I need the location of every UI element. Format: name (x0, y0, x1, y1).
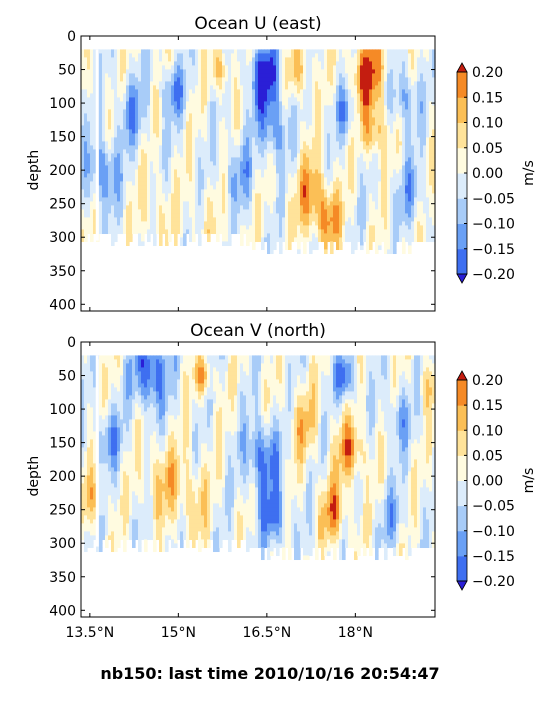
colorbar-segment (457, 97, 467, 123)
y-tick-label: 100 (49, 402, 76, 418)
x-tick-label: 18°N (338, 625, 373, 641)
panel-ocean-u: 0 50 100 150 200 250 300 350 400 Ocean U (east) de… (26, 14, 537, 313)
colorbar-segment (457, 455, 467, 481)
y-tick-label: 300 (49, 230, 76, 246)
colorbar-segment (457, 405, 467, 431)
figure-footer: nb150: last time 2010/10/16 20:54:47 (100, 664, 440, 683)
colorbar-tick-label: −0.10 (472, 524, 515, 540)
colorbar-tick-label: −0.15 (472, 242, 515, 258)
colorbar-tick-label: 0.00 (472, 474, 503, 490)
plot-frame (80, 35, 436, 312)
colorbar-tick-label: −0.10 (472, 217, 515, 233)
colorbar-segment (457, 380, 467, 406)
colorbar-label: m/s (521, 468, 537, 494)
x-tick-label: 16.5°N (243, 625, 292, 641)
y-tick-label: 250 (49, 503, 76, 519)
colorbar-segment (457, 72, 467, 98)
y-tick-label: 250 (49, 197, 76, 213)
colorbar-tick-label: −0.15 (472, 549, 515, 565)
y-tick-label: 400 (49, 603, 76, 619)
y-tick-label: 400 (49, 297, 76, 313)
x-tick-label: 13.5°N (66, 625, 115, 641)
colorbar-tick-label: 0.05 (472, 448, 503, 464)
colorbar-tick-label: 0.10 (472, 116, 503, 132)
y-tick-label: 150 (49, 436, 76, 452)
colorbar-extend-min (456, 580, 468, 591)
y-tick-label: 150 (49, 130, 76, 146)
colorbar-segment (457, 248, 467, 275)
colorbar-tick-label: 0.00 (472, 166, 503, 182)
colorbar-segment (457, 223, 467, 250)
colorbar-tick-label: 0.05 (472, 141, 503, 157)
colorbar-tick-label: 0.15 (472, 90, 503, 106)
y-axis-label: depth (26, 150, 42, 191)
y-tick-label: 350 (49, 264, 76, 280)
colorbar-segment (457, 505, 467, 532)
colorbar-segment (457, 530, 467, 557)
colorbar-segment (457, 198, 467, 224)
panel-title: Ocean V (north) (190, 321, 326, 341)
colorbar-extend-max (456, 370, 468, 381)
panel-ocean-v: 0 50 100 150 200 250 300 350 400 13.5°N 15°N 16.5°N… (26, 321, 537, 641)
y-tick-label: 300 (49, 536, 76, 552)
y-tick-label: 350 (49, 570, 76, 586)
colorbar-tick-label: −0.05 (472, 191, 515, 207)
heatmap-field (81, 49, 436, 255)
colorbar-tick-label: 0.20 (472, 65, 503, 81)
colorbar-segment (457, 173, 467, 199)
panel-title: Ocean U (east) (194, 14, 321, 34)
x-tick-label: 15°N (161, 625, 196, 641)
plot-frame (80, 341, 436, 618)
colorbar-extend-min (456, 273, 468, 284)
colorbar-tick-label: −0.20 (472, 267, 515, 283)
colorbar: −0.20 −0.15 −0.10 −0.05 0.00 0.05 0.10 0.15 0.20… (456, 370, 537, 591)
y-tick-label: 0 (67, 29, 76, 45)
heatmap-field (81, 355, 436, 561)
y-tick-label: 200 (49, 469, 76, 485)
colorbar-segment (457, 555, 467, 582)
colorbar-extend-max (456, 62, 468, 73)
colorbar-tick-label: 0.15 (472, 398, 503, 414)
colorbar-segment (457, 122, 467, 149)
y-tick-label: 200 (49, 163, 76, 179)
y-tick-label: 0 (67, 335, 76, 351)
colorbar-tick-label: 0.20 (472, 373, 503, 389)
colorbar-tick-label: −0.20 (472, 574, 515, 590)
y-tick-label: 50 (58, 63, 76, 79)
colorbar-segment (457, 147, 467, 174)
y-axis-label: depth (26, 456, 42, 497)
colorbar-segment (457, 480, 467, 507)
colorbar-label: m/s (521, 160, 537, 186)
y-tick-label: 100 (49, 96, 76, 112)
y-tick-label: 50 (58, 369, 76, 385)
colorbar-segment (457, 430, 467, 456)
colorbar: −0.20 −0.15 −0.10 −0.05 0.00 0.05 0.10 0.15 0.20… (456, 62, 537, 284)
colorbar-tick-label: 0.10 (472, 423, 503, 439)
colorbar-tick-label: −0.05 (472, 499, 515, 515)
